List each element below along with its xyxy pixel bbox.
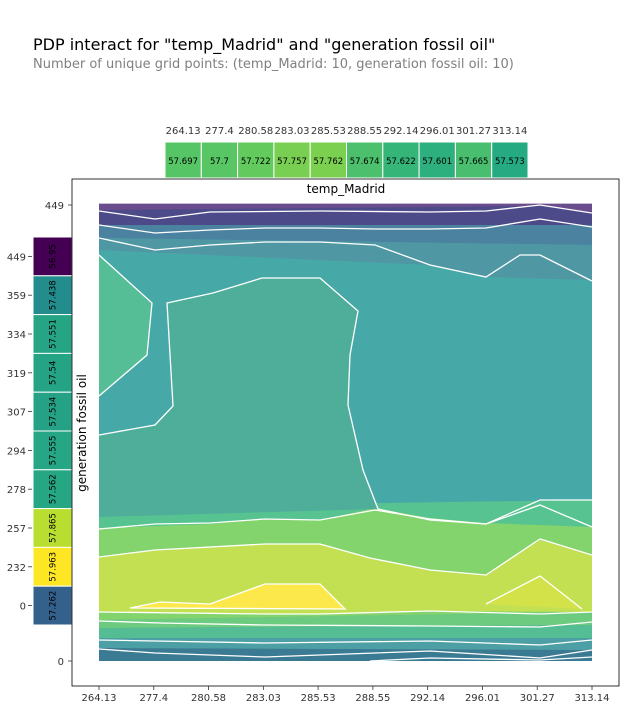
x-tick-label: 288.55 [355, 693, 390, 704]
top-marginal-cell [164, 141, 202, 179]
top-marginal-tick-label: 280.58 [238, 126, 273, 137]
top-marginal-value: 57.757 [277, 157, 307, 167]
top-marginal-tick-label: 292.14 [383, 126, 418, 137]
left-marginal-value: 56.95 [49, 244, 59, 268]
x-tick-label: 313.14 [575, 693, 610, 704]
contour-band-yellow-right [486, 576, 582, 609]
contour-line-7 [99, 504, 592, 530]
y-tick-label: 0 [58, 657, 64, 668]
contour-line-13 [99, 639, 592, 646]
left-marginal-tick-label: 449 [7, 252, 26, 263]
x-tick-label: 264.13 [82, 693, 117, 704]
left-marginal-cell [32, 546, 73, 587]
left-marginal-value: 57.865 [49, 513, 59, 543]
contour-band-bottom-4 [99, 625, 592, 638]
contour-line-12 [99, 620, 592, 628]
top-marginal-value: 57.601 [422, 157, 452, 167]
top-marginal-cell [237, 141, 275, 179]
top-marginal-cell [273, 141, 311, 179]
left-marginal-cell [32, 585, 73, 626]
left-marginal-value: 57.562 [49, 474, 59, 504]
x-tick-label: 283.03 [246, 693, 281, 704]
x-tick-label: 285.53 [301, 693, 336, 704]
left-marginal-value: 57.262 [49, 591, 59, 621]
x-axis-ticks: 264.13 277.4 280.58 283.03 285.53 288.55 292.1… [82, 686, 610, 704]
top-marginal-cell [382, 141, 420, 179]
contour-band-yellowgreen [99, 540, 592, 614]
left-marginal-value: 57.963 [49, 552, 59, 582]
contour-line-11 [99, 610, 592, 615]
contour-band-top-5 [99, 238, 592, 280]
contour-line-4 [99, 237, 592, 282]
left-marginal-tick-label: 319 [7, 369, 26, 380]
top-marginal-cell [346, 141, 384, 179]
top-marginal-plot: 57.697 264.13 57.7 277.4 57.722 280.58 57.757 2… [164, 126, 529, 179]
contour-band-bottom-3 [99, 638, 592, 650]
contour-line-3 [99, 218, 592, 234]
left-marginal-tick-label: 0 [20, 602, 26, 613]
top-marginal-value: 57.622 [386, 157, 416, 167]
top-marginal-value: 57.665 [459, 157, 489, 167]
left-marginal-value: 57.555 [49, 436, 59, 466]
left-marginal-axis: 449 359 334 319 307 294 278 257 232 0 [7, 252, 32, 613]
top-marginal-tick-label: 301.27 [456, 126, 491, 137]
top-marginal-value: 57.7 [210, 157, 229, 167]
x-tick-label: 296.01 [465, 693, 500, 704]
contour-region-left [99, 255, 152, 395]
contour-line-5 [99, 254, 153, 397]
top-marginal-value: 57.697 [168, 157, 198, 167]
left-marginal-value: 57.54 [49, 361, 59, 385]
top-marginal-tick-label: 288.55 [347, 126, 382, 137]
left-marginal-tick-label: 359 [7, 291, 26, 302]
top-marginal-cell [418, 141, 456, 179]
contour-line-14 [99, 648, 592, 659]
x-axis-label: temp_Madrid [307, 182, 386, 196]
left-marginal-plot: 56.95 57.438 57.551 57.54 57.534 57.555 57.562… [32, 236, 73, 626]
top-marginal-tick-label: 283.03 [275, 126, 310, 137]
left-marginal-tick-label: 257 [7, 524, 26, 535]
x-tick-label: 292.14 [410, 693, 445, 704]
top-marginal-tick-label: 277.4 [205, 126, 234, 137]
top-marginal-cell [309, 141, 348, 179]
top-marginal-cell [491, 141, 529, 179]
chart-title: PDP interact for "temp_Madrid" and "gene… [33, 35, 496, 54]
left-marginal-cell [32, 508, 73, 548]
contour-line-2 [99, 204, 592, 220]
x-tick-label: 280.58 [191, 693, 226, 704]
x-tick-label: 301.27 [520, 693, 555, 704]
left-marginal-tick-label: 278 [7, 485, 26, 496]
left-marginal-tick-label: 294 [7, 446, 26, 457]
top-marginal-tick-label: 296.01 [420, 126, 455, 137]
chart-subtitle: Number of unique grid points: (temp_Madr… [33, 57, 514, 72]
top-marginal-value: 57.573 [495, 157, 525, 167]
top-marginal-tick-label: 264.13 [166, 126, 201, 137]
x-tick-label: 277.4 [139, 693, 168, 704]
contour-line-9 [129, 583, 347, 610]
left-marginal-value: 57.534 [49, 397, 59, 427]
top-marginal-tick-label: 285.53 [311, 126, 346, 137]
top-marginal-value: 57.674 [350, 157, 380, 167]
contour-band-yellow-left [130, 584, 345, 609]
top-marginal-value: 57.762 [313, 157, 343, 167]
top-marginal-value: 57.722 [241, 157, 271, 167]
left-marginal-tick-label: 307 [7, 408, 26, 419]
y-axis-ticks: 0 449 [45, 201, 72, 668]
y-axis-label: generation fossil oil [75, 374, 89, 492]
left-marginal-value: 57.551 [49, 319, 59, 349]
top-marginal-cell [454, 141, 493, 179]
contour-region-center [99, 278, 378, 517]
contour-line-10 [485, 575, 583, 610]
top-marginal-tick-label: 313.14 [492, 126, 527, 137]
contour-area [99, 203, 592, 661]
y-tick-label: 449 [45, 201, 64, 212]
left-marginal-cell [32, 236, 73, 277]
left-marginal-tick-label: 334 [7, 330, 26, 341]
contour-line-15 [369, 656, 592, 661]
left-marginal-cell [32, 275, 73, 316]
left-marginal-value: 57.438 [49, 280, 59, 310]
left-marginal-tick-label: 232 [7, 563, 26, 574]
contour-line-8 [99, 538, 592, 576]
